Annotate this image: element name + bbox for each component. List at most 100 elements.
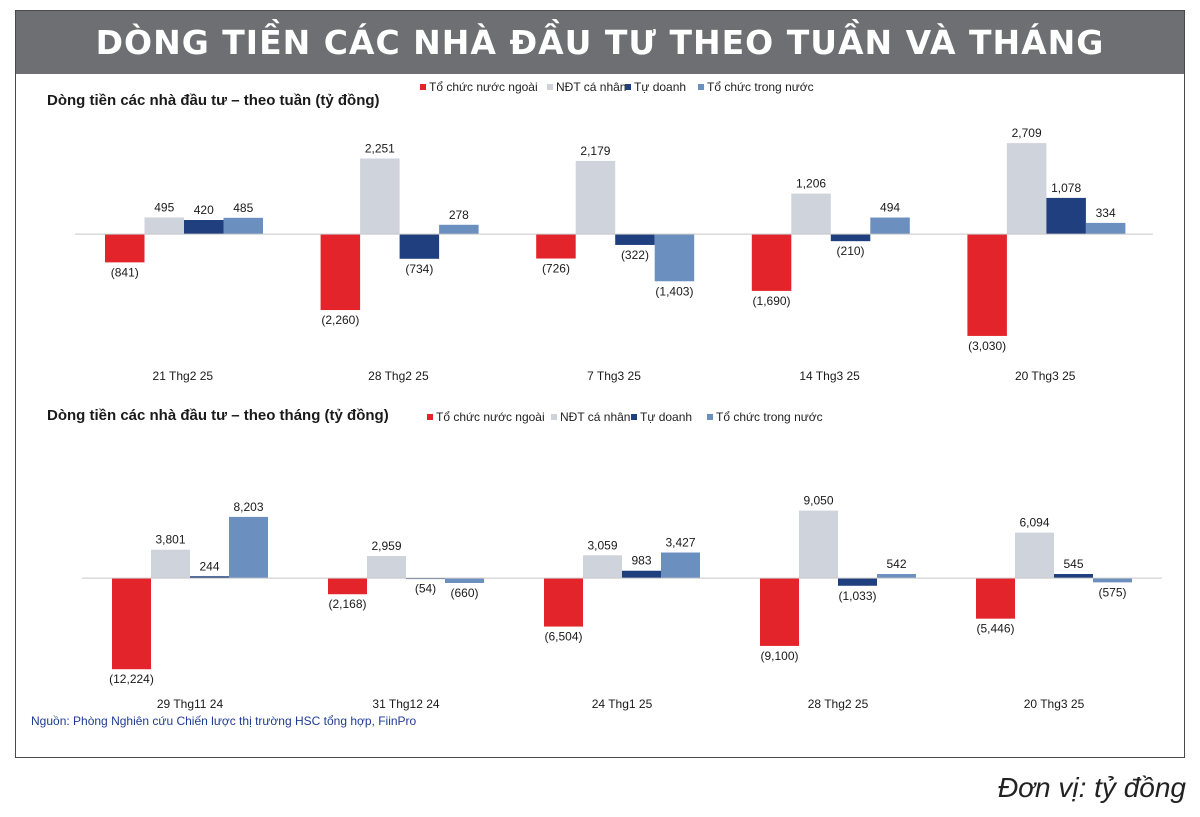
bar	[575, 160, 616, 235]
bar	[536, 234, 576, 259]
data-label: 983	[631, 554, 651, 568]
legend-swatch	[631, 414, 637, 420]
data-label: 6,094	[1019, 516, 1049, 530]
legend-label: Tổ chức trong nước	[716, 410, 823, 424]
banner-title: DÒNG TIỀN CÁC NHÀ ĐẦU TƯ THEO TUẦN VÀ TH…	[16, 11, 1184, 74]
data-label: 3,427	[665, 536, 695, 550]
chart-frame: DÒNG TIỀN CÁC NHÀ ĐẦU TƯ THEO TUẦN VÀ TH…	[15, 10, 1185, 758]
data-label: 334	[1096, 206, 1116, 220]
bar	[1054, 574, 1093, 579]
bar	[544, 578, 583, 627]
bar	[190, 576, 229, 579]
data-label: (5,446)	[976, 622, 1014, 636]
data-label: 2,709	[1012, 126, 1042, 140]
data-label: (660)	[450, 586, 478, 600]
bar	[144, 217, 184, 235]
legend-swatch	[707, 414, 713, 420]
legend-swatch	[551, 414, 557, 420]
data-label: (322)	[621, 248, 649, 262]
unit-note: Đơn vị: tỷ đồng	[997, 772, 1186, 803]
bar	[223, 217, 263, 235]
bar	[184, 220, 224, 235]
source-note: Nguồn: Phòng Nghiên cứu Chiến lược thị t…	[31, 714, 417, 728]
bar	[320, 234, 361, 311]
bar	[967, 234, 1007, 336]
data-label: (54)	[415, 581, 436, 595]
category-label: 24 Thg1 25	[592, 697, 653, 711]
bar	[751, 234, 792, 291]
data-label: 485	[233, 201, 253, 215]
legend-swatch	[427, 414, 433, 420]
data-label: (841)	[111, 265, 139, 279]
category-label: 28 Thg2 25	[368, 369, 429, 383]
bar	[229, 516, 268, 579]
legend-label: NĐT cá nhân	[560, 410, 630, 424]
bar	[870, 217, 910, 235]
legend-item: Tổ chức trong nước	[698, 80, 814, 94]
data-label: 1,078	[1051, 181, 1081, 195]
legend-label: Tự doanh	[634, 80, 686, 94]
bar	[360, 158, 400, 235]
legend-label: Tự doanh	[640, 410, 692, 424]
legend-item: NĐT cá nhân	[551, 410, 630, 424]
data-label: (12,224)	[109, 672, 154, 686]
legend-label: NĐT cá nhân	[556, 80, 626, 94]
chart-1: Dòng tiền các nhà đầu tư – theo tuần (tỷ…	[47, 80, 1153, 383]
legend-item: NĐT cá nhân	[547, 80, 626, 94]
data-label: (3,030)	[968, 339, 1006, 353]
data-label: 244	[199, 559, 219, 573]
data-label: (6,504)	[544, 630, 582, 644]
data-label: (734)	[405, 262, 433, 276]
data-label: 3,801	[155, 533, 185, 547]
data-label: 542	[886, 557, 906, 571]
category-label: 29 Thg11 24	[157, 697, 224, 711]
category-label: 28 Thg2 25	[808, 697, 869, 711]
bar	[367, 556, 406, 579]
data-label: 2,179	[580, 144, 610, 158]
data-label: 420	[194, 203, 214, 217]
data-label: 495	[154, 200, 174, 214]
legend-swatch	[420, 84, 426, 90]
legend-label: Tổ chức nước ngoài	[436, 410, 545, 424]
data-label: 278	[449, 208, 469, 222]
data-label: (1,690)	[753, 294, 791, 308]
chart-title: Dòng tiền các nhà đầu tư – theo tuần (tỷ…	[47, 92, 380, 109]
data-label: (210)	[837, 244, 865, 258]
legend-item: Tự doanh	[625, 80, 686, 94]
data-label: 9,050	[803, 494, 833, 508]
data-label: (1,403)	[655, 284, 693, 298]
category-label: 21 Thg2 25	[153, 369, 214, 383]
bar	[1093, 578, 1132, 583]
category-label: 31 Thg12 24	[372, 697, 439, 711]
bar	[838, 578, 877, 586]
chart-title: Dòng tiền các nhà đầu tư – theo tháng (t…	[47, 407, 389, 424]
bar	[791, 193, 831, 235]
bar	[976, 578, 1015, 619]
bar	[105, 234, 145, 263]
bar	[439, 224, 479, 235]
legend-swatch	[625, 84, 631, 90]
data-label: 2,959	[371, 539, 401, 553]
bar	[328, 578, 367, 595]
bar	[112, 578, 151, 670]
bar	[622, 570, 661, 579]
bar	[399, 234, 440, 259]
category-label: 7 Thg3 25	[587, 369, 641, 383]
bar	[877, 574, 916, 579]
category-label: 14 Thg3 25	[799, 369, 860, 383]
data-label: (2,168)	[328, 597, 366, 611]
bar	[760, 578, 799, 646]
legend-swatch	[547, 84, 553, 90]
bar	[799, 510, 838, 579]
data-label: (2,260)	[321, 313, 359, 327]
legend-swatch	[698, 84, 704, 90]
data-label: (726)	[542, 262, 570, 276]
legend-item: Tổ chức trong nước	[707, 410, 823, 424]
bar	[615, 234, 655, 245]
data-label: 8,203	[233, 500, 263, 514]
bar	[830, 234, 871, 242]
bar	[1006, 143, 1047, 235]
chart-2: Dòng tiền các nhà đầu tư – theo tháng (t…	[47, 407, 1162, 711]
data-label: (9,100)	[760, 649, 798, 663]
